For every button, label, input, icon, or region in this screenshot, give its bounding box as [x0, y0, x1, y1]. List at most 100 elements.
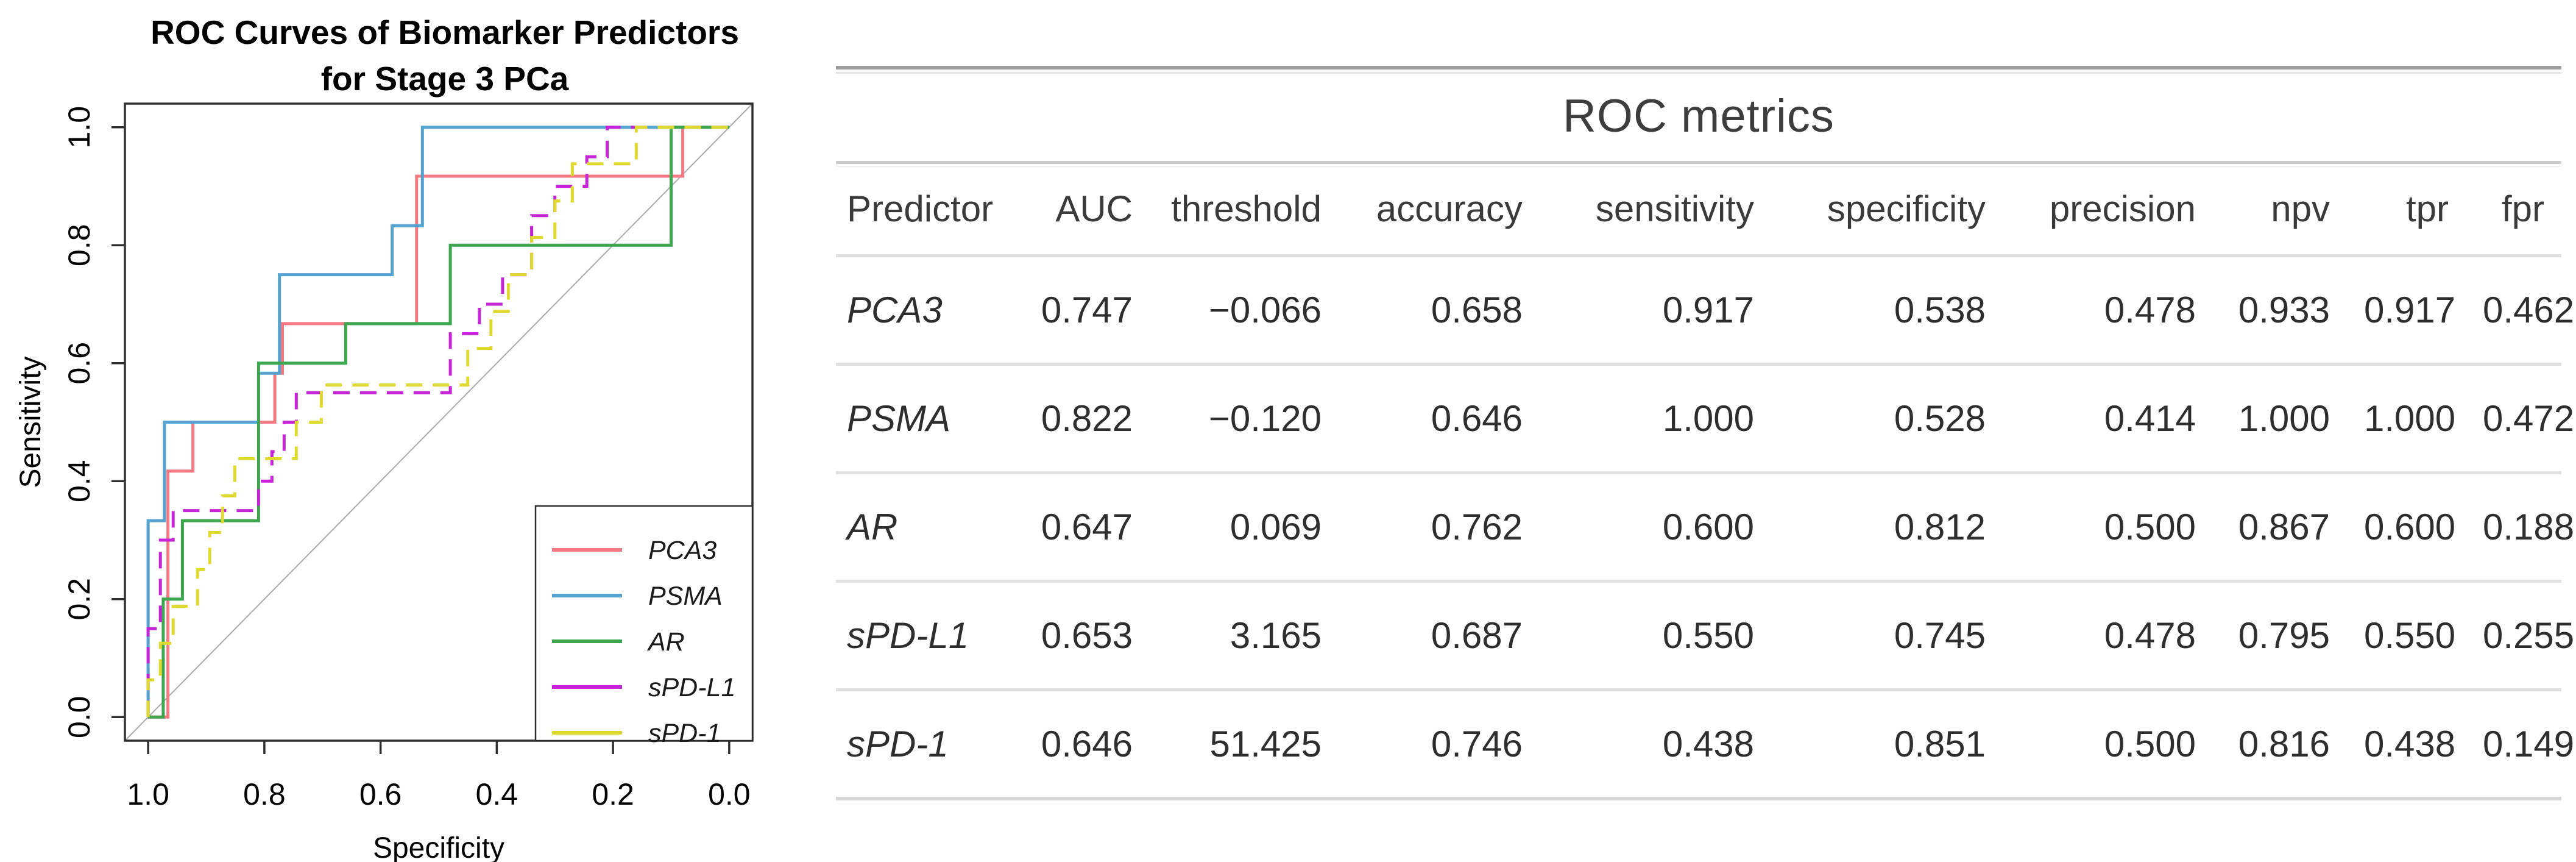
- predictor-cell: sPD-L1: [847, 615, 969, 656]
- table-cell: 0.822: [1041, 398, 1133, 439]
- table-cell: 0.149: [2483, 724, 2575, 764]
- table-row: sPD-L1 0.653 3.165 0.687 0.550 0.745 0.478 0.79…: [836, 581, 2575, 690]
- table-header-cell-specificity: specificity: [1827, 188, 1986, 229]
- table-cell: 0.600: [1662, 507, 1754, 547]
- predictor-cell: sPD-1: [847, 724, 949, 764]
- table-cell: 0.069: [1230, 507, 1322, 547]
- table-cell: 0.414: [2104, 398, 2196, 439]
- table-header-cell-predictor: Predictor: [847, 188, 994, 229]
- legend-label-pca3: PCA3: [648, 536, 717, 565]
- table-header-cell-npv: npv: [2271, 188, 2330, 229]
- table-header-cell-precision: precision: [2049, 188, 2196, 229]
- table-cell: 1.000: [1662, 398, 1754, 439]
- table-cell: 0.500: [2104, 724, 2196, 764]
- legend-box: [534, 505, 754, 742]
- x-tick-label: 0.2: [592, 777, 634, 811]
- table-cell: 0.500: [2104, 507, 2196, 547]
- predictor-cell: PCA3: [847, 290, 943, 330]
- table-cell: 3.165: [1230, 615, 1322, 656]
- table-cell: 0.647: [1041, 507, 1133, 547]
- table-header-cell-accuracy: accuracy: [1376, 188, 1523, 229]
- table-cell: 0.600: [2364, 507, 2456, 547]
- roc-curve-psma: [146, 126, 729, 718]
- x-tick-label: 1.0: [127, 777, 169, 811]
- table-cell: 0.658: [1431, 290, 1523, 330]
- table-header-cell-fpr: fpr: [2501, 188, 2544, 229]
- table-header-cell-threshold: threshold: [1171, 188, 1322, 229]
- table-cell: 0.478: [2104, 615, 2196, 656]
- table-cell: 0.933: [2238, 290, 2330, 330]
- table-cell: 0.816: [2238, 724, 2330, 764]
- y-tick-label: 0.6: [62, 342, 96, 385]
- legend-label-spd-1: sPD-1: [648, 719, 721, 748]
- table-cell: 1.000: [2238, 398, 2330, 439]
- table-cell: 0.550: [2364, 615, 2456, 656]
- table-header-cell-tpr: tpr: [2405, 188, 2449, 229]
- table-cell: 0.653: [1041, 615, 1133, 656]
- table-body: PCA3 0.747 −0.066 0.658 0.917 0.538 0.478 0.933…: [836, 255, 2575, 799]
- x-tick-label: 0.6: [359, 777, 402, 811]
- roc-plot: 1.0 0.8 0.6 0.4 0.2 0.0 0.0 0.2 0.4 0.6 0.8 1.0 Spec…: [15, 13, 754, 862]
- table-cell: 0.255: [2483, 615, 2575, 656]
- predictor-cell: AR: [847, 507, 898, 547]
- x-tick-label: 0.8: [243, 777, 286, 811]
- plot-title-line-2: for Stage 3 PCa: [321, 60, 569, 98]
- roc-curve-spd-1: [146, 126, 729, 718]
- x-tick-label: 0.0: [708, 777, 751, 811]
- table-cell: 0.472: [2483, 398, 2575, 439]
- plot-frame: [124, 102, 754, 742]
- table-cell: 0.746: [1431, 724, 1523, 764]
- table-top-rule: [836, 66, 2561, 74]
- roc-curve-spd-l1: [146, 126, 729, 718]
- table-row: AR 0.647 0.069 0.762 0.600 0.812 0.500 0.867 0.6…: [836, 472, 2575, 582]
- table-cell: 0.528: [1894, 398, 1986, 439]
- table-header: Predictor AUC threshold accuracy sensitivity…: [836, 167, 2561, 256]
- legend-label-ar: AR: [646, 627, 685, 657]
- table-cell: 0.478: [2104, 290, 2196, 330]
- table-header-cell-auc: AUC: [1055, 188, 1133, 229]
- table-cell: 0.762: [1431, 507, 1523, 547]
- table-row: PSMA 0.822 −0.120 0.646 1.000 0.528 0.414 1.000…: [836, 364, 2575, 473]
- table-cell: 0.462: [2483, 290, 2575, 330]
- table-cell: 0.438: [2364, 724, 2456, 764]
- legend-label-spd-l1: sPD-L1: [648, 673, 735, 702]
- table-title: ROC metrics: [1563, 90, 1835, 142]
- y-axis-title: Sensitivity: [15, 356, 47, 488]
- y-tick-label: 0.0: [62, 696, 96, 739]
- table-title-rule: [836, 161, 2561, 167]
- table-cell: 1.000: [2364, 398, 2456, 439]
- table-header-cell-sensitivity: sensitivity: [1595, 188, 1754, 229]
- table-cell: 0.917: [2364, 290, 2456, 330]
- table-cell: 0.745: [1894, 615, 1986, 656]
- table-header-row: Predictor AUC threshold accuracy sensitivity…: [836, 167, 2561, 256]
- table-cell: 0.917: [1662, 290, 1754, 330]
- table-cell: −0.066: [1208, 290, 1322, 330]
- y-tick-label: 0.8: [62, 224, 96, 266]
- predictor-cell: PSMA: [847, 398, 951, 439]
- y-tick-label: 0.4: [62, 460, 96, 503]
- y-tick-label: 1.0: [62, 106, 96, 149]
- table-cell: 0.851: [1894, 724, 1986, 764]
- chance-diagonal-line: [124, 103, 753, 741]
- table-row: sPD-1 0.646 51.425 0.746 0.438 0.851 0.500 0.81…: [836, 689, 2575, 799]
- table-cell: 0.867: [2238, 507, 2330, 547]
- plot-title-line-1: ROC Curves of Biomarker Predictors: [150, 13, 739, 51]
- table-cell: 0.812: [1894, 507, 1986, 547]
- roc-metrics-table: Predictor AUC threshold accuracy sensitivity…: [836, 167, 2575, 800]
- table-cell: 0.188: [2483, 507, 2575, 547]
- table-cell: 0.795: [2238, 615, 2330, 656]
- table-cell: −0.120: [1208, 398, 1322, 439]
- table-cell: 0.550: [1662, 615, 1754, 656]
- y-tick-label: 0.2: [62, 578, 96, 621]
- table-cell: 0.538: [1894, 290, 1986, 330]
- table-cell: 0.747: [1041, 290, 1133, 330]
- table-row: PCA3 0.747 −0.066 0.658 0.917 0.538 0.478 0.933…: [836, 255, 2575, 365]
- x-tick-label: 0.4: [476, 777, 518, 811]
- roc-curve-ar: [148, 126, 729, 719]
- table-cell: 0.438: [1662, 724, 1754, 764]
- x-axis-title: Specificity: [373, 832, 504, 862]
- legend-label-psma: PSMA: [648, 582, 723, 611]
- roc-table-panel: ROC metrics Predictor AUC threshold accurac…: [836, 66, 2575, 800]
- table-cell: 0.646: [1041, 724, 1133, 764]
